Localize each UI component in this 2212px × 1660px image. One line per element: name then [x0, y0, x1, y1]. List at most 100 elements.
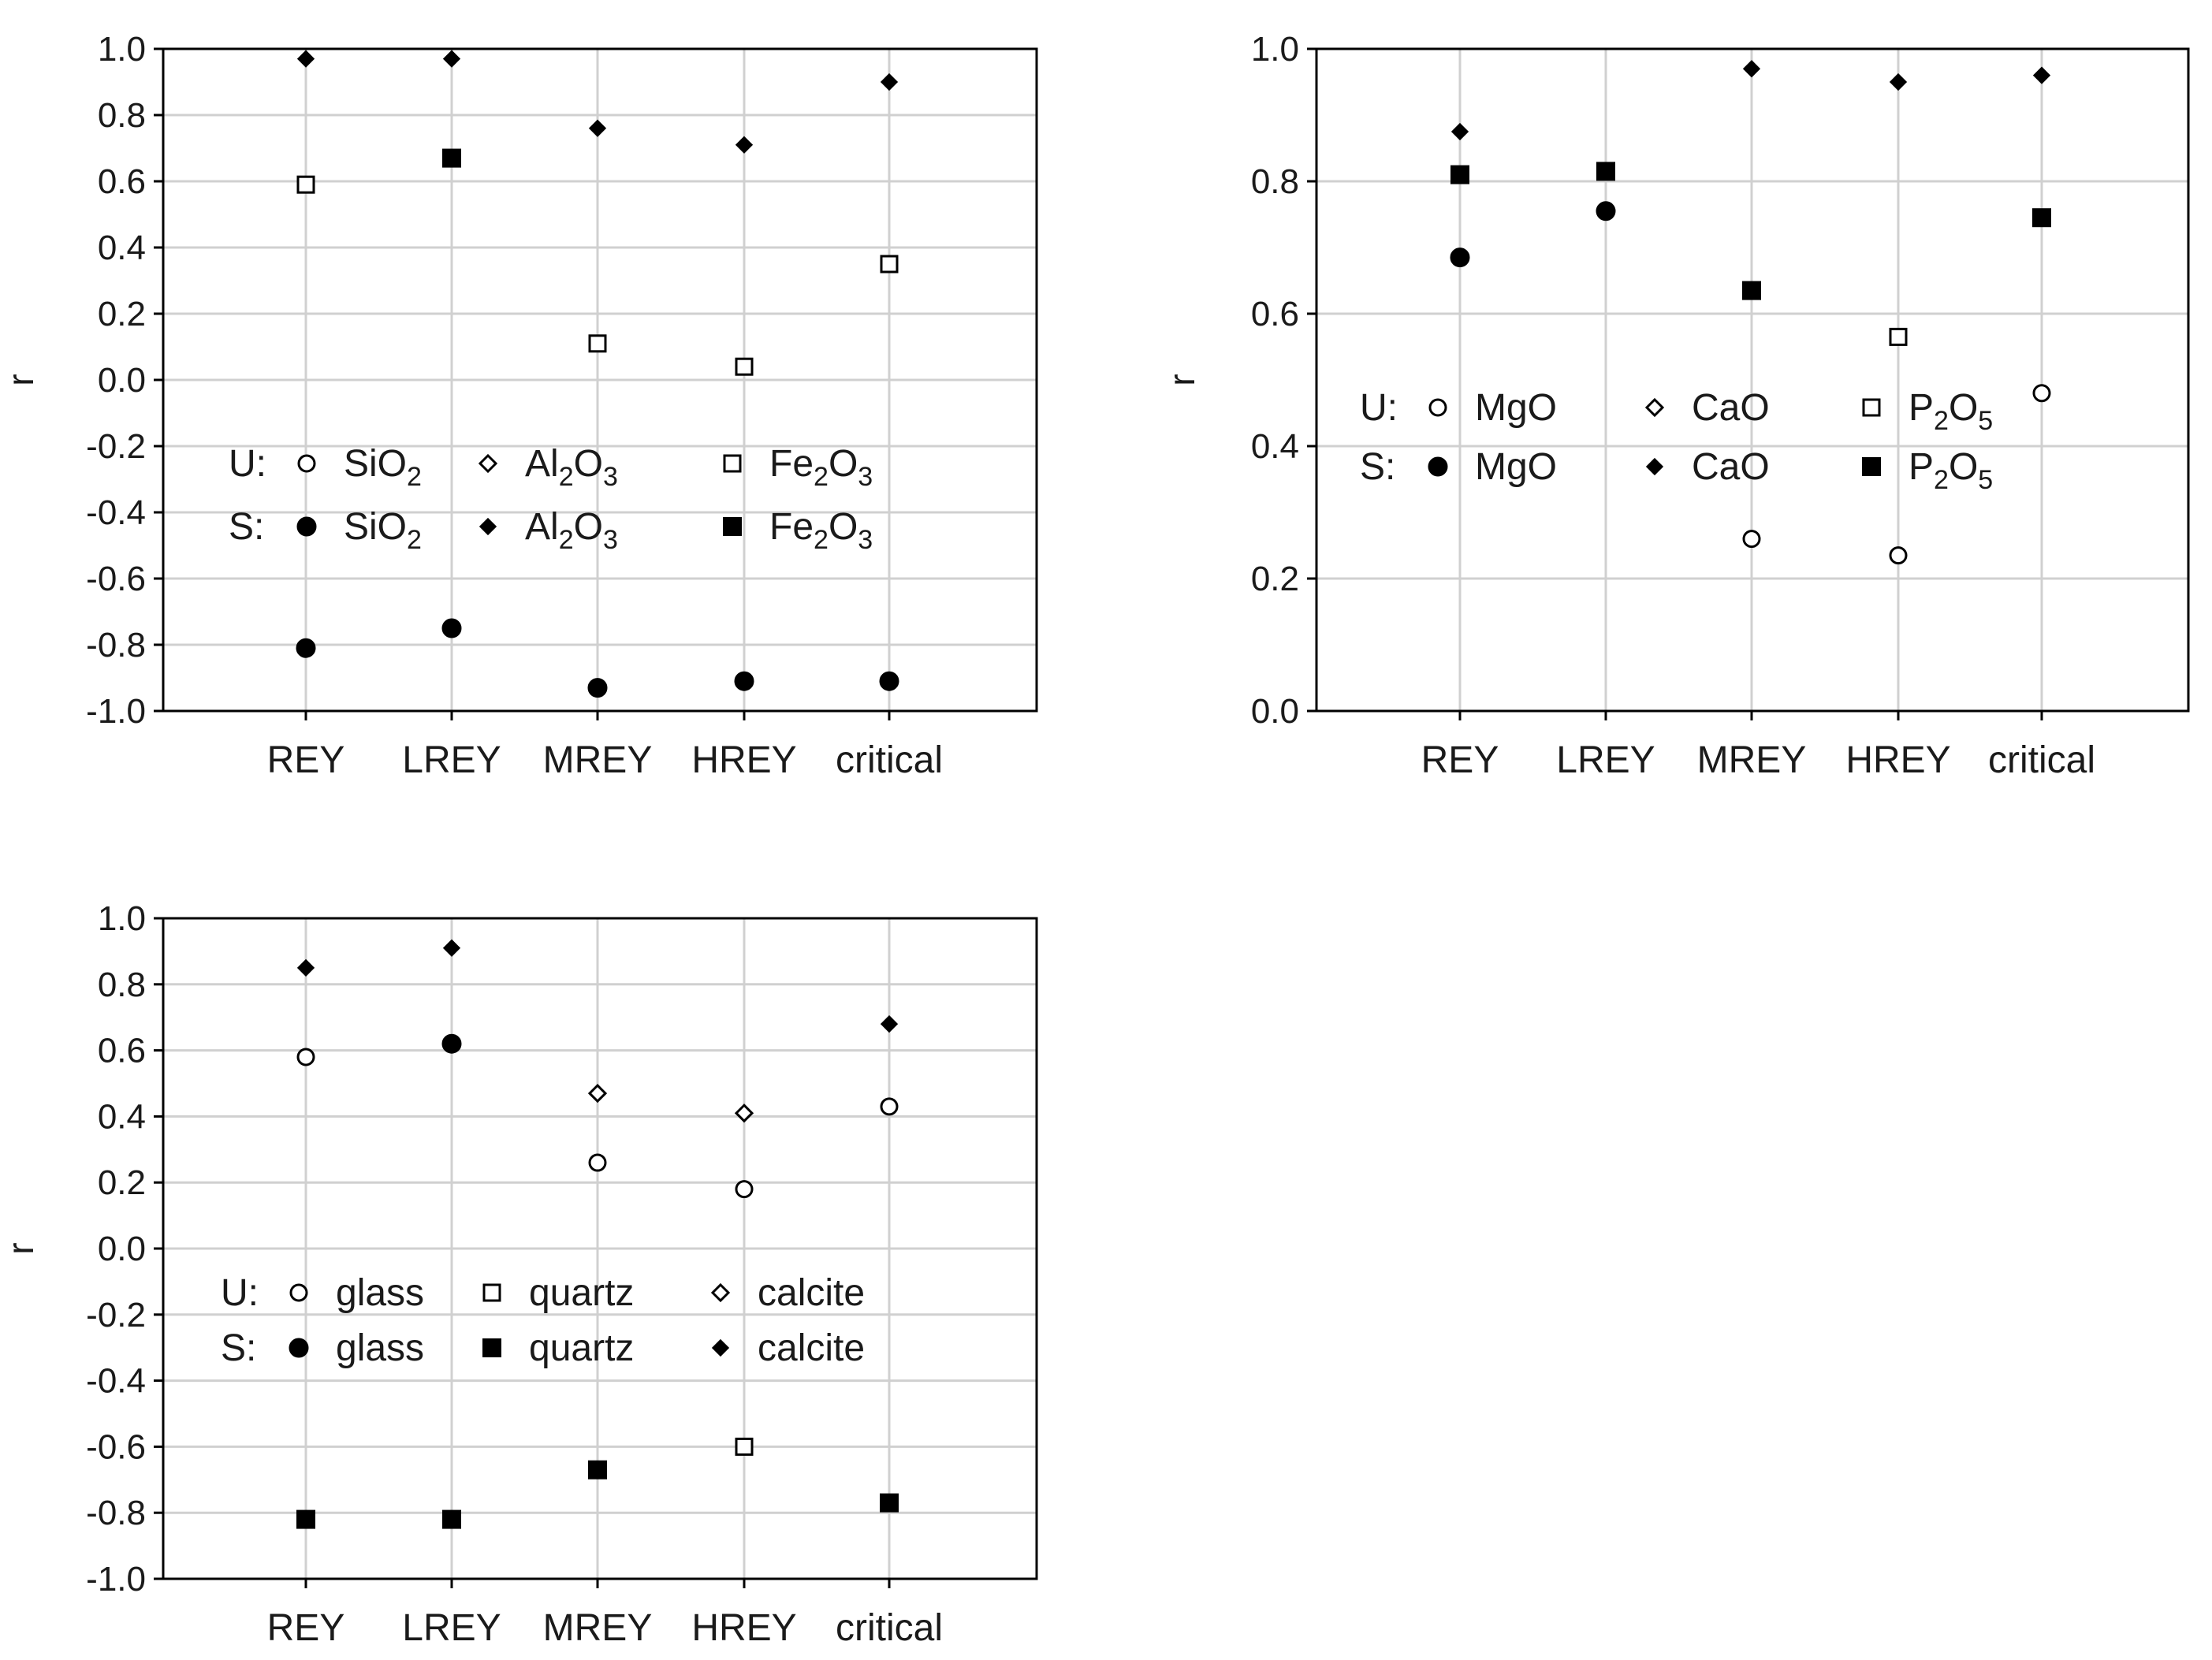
y-tick-label: 0.8 — [98, 966, 146, 1004]
legend-marker-open-square — [1862, 398, 1881, 417]
data-point-filled-circle — [296, 638, 316, 658]
legend-marker-open-circle — [289, 1283, 308, 1302]
y-axis-title: r — [0, 1242, 41, 1254]
legend-marker-open-circle — [1428, 398, 1447, 417]
y-tick-label: -1.0 — [86, 1560, 146, 1599]
legend-marker-filled-circle — [1428, 456, 1448, 477]
x-tick-label: HREY — [691, 1607, 796, 1649]
legend-marker-filled-diamond — [479, 517, 497, 536]
data-points — [296, 939, 899, 1529]
y-tick-labels: 1.0 0.8 0.6 0.4 0.2 0.0 — [1251, 30, 1316, 731]
data-point-open-square — [296, 175, 315, 194]
chart-major-oxides: 1.0 0.8 0.6 0.4 0.2 0.0 -0.2 -0.4 -0.6 -0.8 -1.0 RE… — [0, 30, 1038, 781]
y-tick-label: 0.2 — [98, 1163, 146, 1202]
data-point-open-square — [588, 334, 607, 353]
legend-marker-filled-circle — [296, 516, 317, 537]
x-tick-label: HREY — [691, 739, 796, 781]
y-tick-label: 0.2 — [98, 295, 146, 333]
legend-marker-filled-diamond — [711, 1338, 730, 1357]
y-tick-label: 0.6 — [98, 1032, 146, 1070]
data-point-filled-circle — [734, 671, 754, 691]
y-tick-label: 0.8 — [98, 96, 146, 135]
gridlines — [1316, 47, 2188, 713]
x-tick-label: critical — [1988, 739, 2095, 781]
legend-row-prefix: U: — [229, 443, 266, 485]
data-point-filled-square — [588, 1460, 607, 1479]
y-tick-label: 0.0 — [98, 1230, 146, 1268]
y-tick-label: -0.4 — [86, 493, 146, 532]
data-point-filled-circle — [1450, 248, 1470, 268]
y-tick-label: 0.6 — [1251, 295, 1299, 333]
legend-row-prefix: S: — [221, 1327, 256, 1369]
y-tick-labels: 1.0 0.8 0.6 0.4 0.2 0.0 -0.2 -0.4 -0.6 -0.8 -1.0 — [86, 30, 163, 731]
data-point-filled-diamond — [588, 119, 607, 137]
y-axis-title: r — [1161, 374, 1202, 385]
x-tick-label: REY — [1421, 739, 1499, 781]
y-tick-label: 0.0 — [1251, 692, 1299, 731]
x-tick-label: MREY — [1697, 739, 1807, 781]
data-point-filled-diamond — [442, 50, 461, 68]
x-tick-labels: REY LREY MREY HREY critical — [267, 1579, 943, 1649]
x-tick-label: LREY — [402, 739, 501, 781]
data-point-filled-diamond — [296, 50, 315, 68]
data-point-open-circle — [880, 1097, 899, 1116]
data-point-filled-square — [880, 1493, 899, 1513]
legend-marker-open-diamond — [478, 453, 498, 474]
y-tick-label: 0.4 — [98, 229, 146, 267]
x-tick-label: critical — [836, 739, 943, 781]
data-point-filled-diamond — [442, 939, 461, 957]
x-tick-label: LREY — [1556, 739, 1655, 781]
y-tick-label: 1.0 — [1251, 30, 1299, 69]
data-point-open-circle — [735, 1180, 754, 1199]
y-tick-label: -0.6 — [86, 1427, 146, 1466]
x-tick-labels: REY LREY MREY HREY critical — [1421, 711, 2095, 781]
legend-label: SiO2 — [344, 506, 422, 555]
data-point-filled-circle — [1596, 201, 1616, 221]
data-point-filled-diamond — [296, 958, 315, 977]
legend-row-prefix: S: — [1360, 446, 1395, 488]
y-tick-label: -0.4 — [86, 1362, 146, 1401]
data-point-filled-diamond — [880, 1014, 899, 1033]
legend-label: CaO — [1692, 387, 1770, 429]
legend-marker-open-circle — [297, 454, 316, 473]
y-tick-label: -0.6 — [86, 560, 146, 598]
x-tick-label: HREY — [1845, 739, 1950, 781]
data-point-open-circle — [2032, 384, 2051, 403]
y-tick-label: 1.0 — [98, 30, 146, 69]
data-point-filled-diamond — [1450, 122, 1469, 141]
legend-row-prefix: U: — [1360, 387, 1398, 429]
legend-label: glass — [336, 1272, 424, 1314]
legend-label: quartz — [529, 1272, 634, 1314]
legend-label: CaO — [1692, 446, 1770, 488]
data-point-filled-diamond — [880, 73, 899, 91]
data-point-filled-circle — [441, 618, 462, 638]
y-tick-label: 0.6 — [98, 162, 146, 201]
data-point-filled-square — [442, 1509, 461, 1529]
legend-label: Fe2O3 — [769, 443, 873, 492]
x-tick-labels: REY LREY MREY HREY critical — [267, 711, 943, 781]
y-tick-label: -0.8 — [86, 1494, 146, 1532]
data-point-filled-diamond — [1742, 60, 1761, 78]
x-tick-label: MREY — [543, 1607, 653, 1649]
gridlines — [163, 917, 1037, 1580]
data-point-filled-square — [1742, 281, 1761, 300]
y-tick-label: -0.2 — [86, 427, 146, 466]
legend-label: Fe2O3 — [769, 506, 873, 555]
legend-label: P2O5 — [1909, 446, 1993, 495]
data-point-open-circle — [1889, 546, 1908, 565]
data-point-open-circle — [588, 1153, 607, 1172]
data-point-filled-circle — [879, 671, 899, 691]
legend-label: P2O5 — [1909, 387, 1993, 436]
y-tick-label: -0.8 — [86, 626, 146, 664]
legend-label: calcite — [758, 1272, 865, 1314]
legend-marker-open-square — [723, 454, 742, 473]
data-point-filled-diamond — [2032, 66, 2051, 84]
legend-marker-filled-diamond — [1645, 457, 1664, 476]
chart-minor-oxides: 1.0 0.8 0.6 0.4 0.2 0.0 REY LREY MREY HREY critica… — [1161, 30, 2190, 781]
y-tick-label: 0.2 — [1251, 560, 1299, 598]
data-point-filled-diamond — [735, 136, 754, 154]
legend-label: MgO — [1475, 446, 1557, 488]
y-tick-label: 0.8 — [1251, 162, 1299, 201]
x-tick-label: REY — [267, 739, 345, 781]
